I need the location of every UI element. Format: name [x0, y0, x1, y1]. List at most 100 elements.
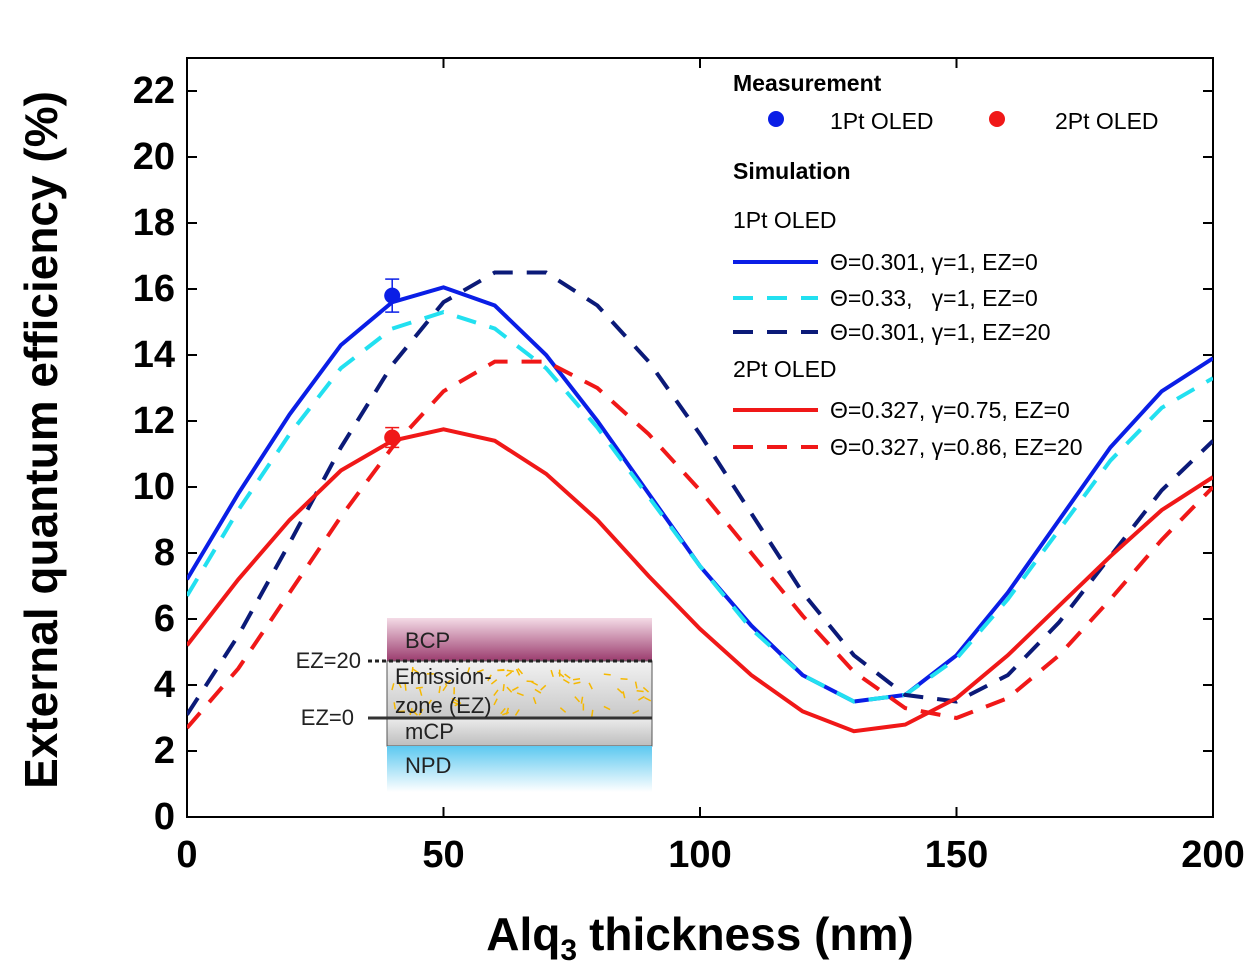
emitter-dash	[493, 698, 498, 706]
emitter-dash	[644, 696, 652, 702]
emitter-dash	[636, 689, 644, 693]
emitter-dash	[534, 688, 542, 694]
layer-label: zone (EZ)	[395, 693, 492, 718]
x-axis-label-sub: 3	[560, 934, 577, 967]
legend-label: Θ=0.327, γ=0.86, EZ=20	[830, 434, 1083, 460]
emitter-dash	[454, 702, 462, 707]
y-tick-label: 2	[154, 730, 175, 772]
legend-label: 2Pt OLED	[1055, 108, 1159, 134]
emitter-dash	[514, 709, 520, 716]
emitter-dash	[490, 679, 498, 685]
emitter-dash	[531, 681, 539, 686]
series-line	[187, 285, 1213, 704]
emitter-dash	[620, 677, 628, 680]
x-tick-label: 150	[925, 834, 988, 876]
layer-label: NPD	[405, 753, 451, 778]
emitter-dash	[572, 678, 581, 681]
layer-label: mCP	[405, 719, 454, 744]
y-tick-label: 16	[133, 268, 175, 310]
legend-marker	[989, 111, 1005, 127]
emitter-dash	[397, 681, 402, 689]
emitter-dash	[506, 686, 513, 693]
emitter-dash	[393, 702, 396, 710]
x-tick-label: 50	[422, 834, 464, 876]
emitter-dash	[397, 710, 405, 713]
emitter-dash	[603, 673, 611, 676]
emitter-dash	[591, 709, 594, 717]
layer-npd	[387, 746, 652, 792]
x-axis-label-part: thickness (nm)	[589, 908, 914, 960]
plot-area	[187, 270, 1213, 734]
emitter-dash	[487, 674, 492, 682]
legend-label: Θ=0.301, γ=1, EZ=20	[830, 319, 1051, 345]
emitter-dash	[411, 709, 418, 716]
series-line	[187, 427, 1213, 734]
legend-label: Θ=0.327, γ=0.75, EZ=0	[830, 397, 1070, 423]
emitter-dash	[404, 683, 407, 691]
measurement-point	[384, 287, 401, 304]
emitter-dash	[515, 668, 521, 676]
x-tick-label: 0	[176, 834, 197, 876]
emitter-dash	[532, 697, 537, 705]
inset-diagram: BCP Emission- zone (EZ) mCP NPD EZ=20 EZ…	[296, 618, 653, 792]
x-axis-label-part: Alq	[486, 908, 560, 960]
y-tick-label: 20	[133, 136, 175, 178]
legend-label: Θ=0.33, γ=1, EZ=0	[830, 285, 1038, 311]
emitter-dash	[426, 699, 432, 707]
y-tick-label: 14	[133, 334, 175, 376]
x-axis-label: Alq3 thickness (nm)	[486, 908, 913, 967]
emitter-dash	[497, 668, 505, 671]
emitter-dash	[574, 696, 581, 703]
emitter-dash	[564, 673, 571, 679]
emitter-dash	[411, 666, 414, 675]
emitter-dash	[415, 686, 423, 690]
x-tick-label: 200	[1181, 834, 1244, 876]
legend-group: 1Pt OLED	[733, 207, 837, 233]
emitter-dash	[588, 682, 593, 690]
y-tick-label: 6	[154, 598, 175, 640]
emitter-dash	[418, 708, 424, 716]
y-tick-label: 10	[133, 466, 175, 508]
emitter-dash	[559, 707, 567, 713]
y-tick-label: 8	[154, 532, 175, 574]
emitter-dash	[603, 705, 611, 711]
x-tick-label: 100	[668, 834, 731, 876]
emitter-dash	[638, 695, 645, 701]
layer-label: Emission-	[395, 664, 492, 689]
emitter-dash	[573, 681, 581, 685]
y-tick-label: 22	[133, 70, 175, 112]
emitter-dash	[634, 681, 638, 689]
emitter-dash	[562, 678, 570, 684]
emitter-dash	[444, 679, 452, 686]
series-line	[187, 309, 1213, 704]
marker-label: EZ=20	[296, 648, 361, 673]
y-tick-label: 12	[133, 400, 175, 442]
series-line	[187, 270, 1213, 716]
legend-label: 1Pt OLED	[830, 108, 934, 134]
y-axis-label: External quantum efficiency (%)	[15, 91, 67, 789]
layer-mcp	[387, 718, 652, 746]
emitter-dash	[412, 668, 420, 674]
emitter-dash	[622, 691, 626, 699]
legend-title: Measurement	[733, 70, 882, 96]
emitter-dash	[516, 692, 524, 697]
emitter-dash	[493, 689, 499, 696]
emitter-dash	[500, 707, 506, 715]
y-tick-label: 18	[133, 202, 175, 244]
emitter-dash	[438, 686, 441, 694]
emitter-dashes	[391, 666, 652, 717]
emitter-dash	[511, 686, 519, 692]
marker-label: EZ=0	[301, 705, 354, 730]
emitter-dash	[632, 709, 640, 715]
legend-group: 2Pt OLED	[733, 356, 837, 382]
emitter-dash	[557, 671, 565, 678]
legend-marker	[768, 111, 784, 127]
emitter-dash	[505, 671, 513, 677]
legend-label: Θ=0.301, γ=1, EZ=0	[830, 249, 1038, 275]
y-tick-label: 0	[154, 796, 175, 838]
emitter-dash	[550, 669, 554, 678]
emitter-dash	[517, 668, 524, 675]
measurement-point	[384, 429, 401, 446]
emitter-dash	[451, 697, 459, 703]
